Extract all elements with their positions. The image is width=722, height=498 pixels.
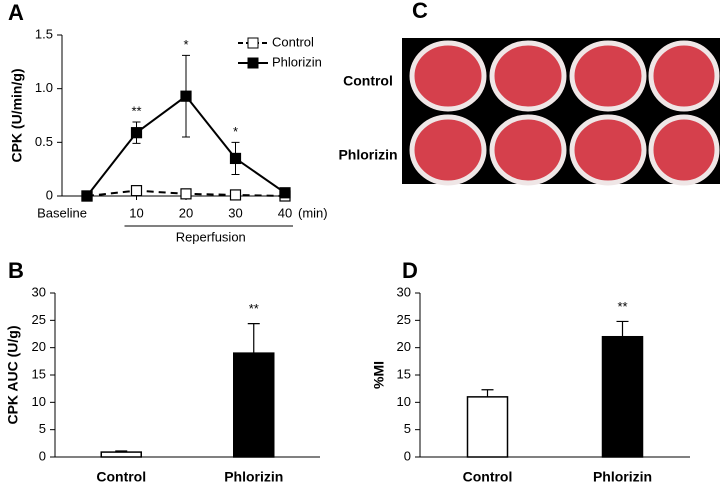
y-tick-label: 20 <box>32 339 46 354</box>
y-axis-label: %MI <box>371 361 387 389</box>
heart-slice <box>489 114 567 186</box>
significance: * <box>233 124 238 139</box>
x-tick-label: Phlorizin <box>593 469 652 485</box>
bar <box>233 352 275 458</box>
point <box>180 90 192 102</box>
point <box>130 127 143 139</box>
y-tick-label: 5 <box>404 421 411 436</box>
bar <box>466 396 509 458</box>
y-tick-label: 0.5 <box>35 134 53 149</box>
panel-letter: B <box>8 258 24 283</box>
point <box>279 187 291 199</box>
bar <box>100 451 142 458</box>
x-tick-label: Baseline <box>37 205 87 220</box>
y-tick-label: 10 <box>32 394 46 409</box>
x-tick-label: 10 <box>129 205 143 220</box>
y-axis-label: CPK (U/min/g) <box>9 68 25 162</box>
point <box>81 190 93 202</box>
point <box>229 152 242 165</box>
legend-marker <box>247 37 259 49</box>
y-tick-label: 25 <box>32 312 46 327</box>
row-label: Phlorizin <box>338 147 397 163</box>
y-tick-label: 5 <box>39 421 46 436</box>
panel-letter: A <box>8 0 24 25</box>
y-tick-label: 30 <box>397 284 411 299</box>
y-tick-label: 25 <box>397 312 411 327</box>
y-axis-label: CPK AUC (U/g) <box>5 325 21 424</box>
heart-slice <box>648 40 720 112</box>
y-tick-label: 0 <box>46 187 53 202</box>
heart-slice <box>489 40 567 112</box>
significance: ** <box>131 103 141 118</box>
panel-letter: C <box>412 0 428 23</box>
x-tick-label: 30 <box>228 205 242 220</box>
point <box>229 189 242 201</box>
heart-slice <box>648 114 720 186</box>
y-tick-label: 1.5 <box>35 26 53 41</box>
y-tick-label: 0 <box>39 448 46 463</box>
y-tick-label: 10 <box>397 394 411 409</box>
legend-label: Phlorizin <box>272 54 322 69</box>
x-tick-label: 20 <box>179 205 193 220</box>
point <box>180 188 192 200</box>
point <box>130 185 143 197</box>
y-tick-label: 15 <box>397 366 411 381</box>
heart-slice <box>569 114 647 186</box>
error-bar <box>247 323 260 354</box>
x-tick-label: Control <box>463 469 513 485</box>
x-tick-label: Phlorizin <box>224 469 283 485</box>
heart-slice <box>409 40 487 112</box>
heart-slice <box>409 114 487 186</box>
y-tick-label: 1.0 <box>35 80 53 95</box>
panel-letter: D <box>402 258 418 283</box>
group-label: Reperfusion <box>176 229 246 244</box>
y-tick-label: 15 <box>32 366 46 381</box>
y-tick-label: 0 <box>404 448 411 463</box>
heart-slice <box>569 40 647 112</box>
significance: ** <box>249 301 259 316</box>
y-tick-label: 30 <box>32 284 46 299</box>
bar <box>601 335 644 458</box>
y-tick-label: 20 <box>397 339 411 354</box>
legend-marker <box>247 57 259 69</box>
row-label: Control <box>343 73 393 89</box>
x-tick-label: Control <box>96 469 146 485</box>
legend-label: Control <box>272 34 314 49</box>
error-bar <box>616 320 629 337</box>
significance: ** <box>617 299 627 314</box>
x-unit: (min) <box>298 205 328 220</box>
x-tick-label: 40 <box>278 205 292 220</box>
error-bar <box>481 389 494 397</box>
significance: * <box>183 37 188 52</box>
